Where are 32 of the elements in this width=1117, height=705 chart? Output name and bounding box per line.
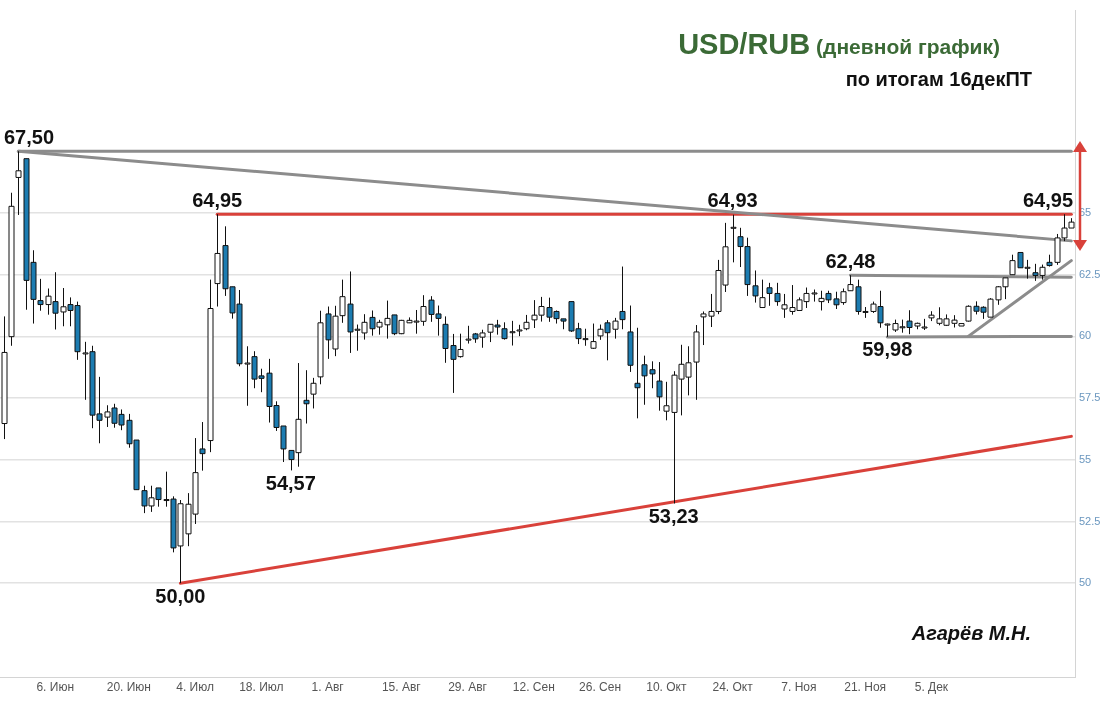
y-tick-label: 62.5 (1079, 267, 1101, 280)
x-tick-label: 12. Сен (512, 679, 555, 694)
x-tick-label: 18. Июл (239, 679, 284, 694)
text: по итогам 16декПТ (845, 68, 1032, 91)
annotation: 64,93 (707, 189, 758, 212)
x-tick-label: 24. Окт (712, 679, 754, 694)
x-tick-label: 4. Июл (176, 679, 214, 694)
annotation: 59,98 (862, 338, 913, 361)
x-tick-label: 7. Ноя (781, 679, 817, 694)
x-tick-label: 26. Сен (579, 679, 622, 694)
x-tick-label: 5. Дек (914, 679, 949, 694)
x-tick-label: 6. Июн (36, 679, 75, 694)
annotation: 67,50 (4, 125, 55, 148)
x-tick-label: 1. Авг (311, 679, 345, 694)
annotation: Агарёв М.Н. (911, 622, 1031, 645)
annotation: 54,57 (265, 471, 316, 494)
y-tick-label: 57.5 (1079, 391, 1101, 404)
annotation: 53,23 (648, 505, 699, 527)
text: USD/RUB (дневной график) (678, 28, 1000, 60)
annotation: 64,95 (1022, 188, 1074, 211)
y-tick-label: 52.5 (1079, 514, 1101, 527)
x-tick-label: 29. Авг (448, 679, 488, 694)
annotation: 64,95 (192, 188, 243, 211)
y-tick-label: 55 (1079, 452, 1092, 465)
x-tick-label: 21. Ноя (844, 679, 887, 694)
annotation: 62,48 (825, 249, 876, 272)
x-tick-label: 10. Окт (646, 679, 687, 694)
annotation: 50,00 (155, 584, 206, 607)
y-tick-label: 50 (1079, 576, 1092, 589)
x-tick-label: 20. Июн (106, 679, 151, 694)
x-tick-label: 15. Авг (381, 679, 422, 694)
y-tick-label: 60 (1079, 329, 1092, 342)
